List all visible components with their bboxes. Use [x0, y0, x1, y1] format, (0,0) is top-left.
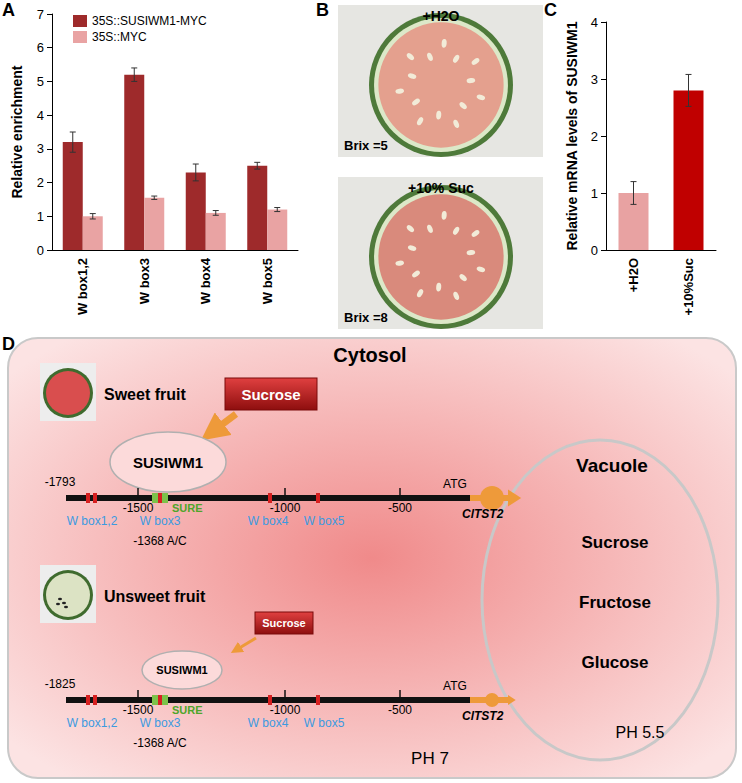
svg-text:Sucrose: Sucrose — [262, 617, 305, 629]
svg-text:PH 5.5: PH 5.5 — [616, 724, 665, 741]
svg-text:W box1,2: W box1,2 — [67, 716, 118, 730]
svg-text:6: 6 — [37, 40, 44, 55]
svg-text:-1500: -1500 — [123, 501, 154, 515]
svg-text:-500: -500 — [388, 501, 412, 515]
svg-text:ClTST2: ClTST2 — [462, 709, 504, 723]
svg-text:W box5: W box5 — [304, 514, 345, 528]
svg-text:+H2O: +H2O — [626, 258, 641, 292]
svg-text:Brix =8: Brix =8 — [344, 310, 388, 325]
svg-text:Sweet fruit: Sweet fruit — [104, 386, 186, 403]
svg-text:W box3: W box3 — [137, 258, 152, 304]
svg-text:-1368 A/C: -1368 A/C — [133, 736, 187, 750]
svg-text:ATG: ATG — [443, 679, 467, 693]
svg-text:+10%Suc: +10%Suc — [681, 258, 696, 315]
svg-text:35S::SUSIWM1-MYC: 35S::SUSIWM1-MYC — [92, 14, 207, 28]
svg-text:0: 0 — [591, 243, 598, 258]
svg-text:3: 3 — [591, 72, 598, 87]
svg-text:D: D — [2, 334, 15, 354]
svg-text:-1793: -1793 — [45, 475, 76, 489]
svg-text:W box3: W box3 — [140, 716, 181, 730]
svg-text:Relative mRNA levels of SUSIWM: Relative mRNA levels of SUSIWM1 — [564, 21, 580, 250]
svg-text:W box1,2: W box1,2 — [67, 514, 118, 528]
svg-text:W box3: W box3 — [140, 514, 181, 528]
svg-text:W box1,2: W box1,2 — [75, 258, 90, 315]
svg-text:35S::MYC: 35S::MYC — [92, 30, 147, 44]
svg-text:C: C — [544, 0, 557, 20]
svg-text:W box5: W box5 — [260, 258, 275, 304]
svg-text:ClTST2: ClTST2 — [462, 507, 504, 521]
svg-text:Brix =5: Brix =5 — [344, 138, 388, 153]
svg-text:-500: -500 — [388, 703, 412, 717]
svg-text:+10% Suc: +10% Suc — [408, 180, 474, 196]
svg-text:Sucrose: Sucrose — [581, 533, 648, 552]
svg-text:SUSIWM1: SUSIWM1 — [156, 664, 207, 676]
svg-text:Sucrose: Sucrose — [241, 386, 300, 403]
svg-text:-1500: -1500 — [123, 703, 154, 717]
svg-text:0: 0 — [37, 243, 44, 258]
svg-text:Glucose: Glucose — [581, 653, 648, 672]
svg-text:-1368 A/C: -1368 A/C — [133, 534, 187, 548]
svg-text:ATG: ATG — [443, 477, 467, 491]
svg-text:-1825: -1825 — [45, 677, 76, 691]
svg-text:SUSIWM1: SUSIWM1 — [133, 454, 203, 471]
svg-text:1: 1 — [591, 186, 598, 201]
svg-text:W box4: W box4 — [248, 716, 289, 730]
svg-text:SURE: SURE — [172, 502, 203, 514]
svg-text:W box4: W box4 — [198, 257, 213, 304]
svg-text:Cytosol: Cytosol — [333, 344, 406, 366]
svg-text:2: 2 — [591, 129, 598, 144]
svg-text:7: 7 — [37, 7, 44, 22]
svg-text:B: B — [316, 0, 329, 20]
svg-text:-1000: -1000 — [270, 703, 301, 717]
svg-text:4: 4 — [591, 15, 598, 30]
svg-text:Unsweet fruit: Unsweet fruit — [104, 588, 206, 605]
svg-text:5: 5 — [37, 74, 44, 89]
svg-text:3: 3 — [37, 141, 44, 156]
svg-text:-1000: -1000 — [270, 501, 301, 515]
svg-text:2: 2 — [37, 175, 44, 190]
svg-text:W box5: W box5 — [304, 716, 345, 730]
svg-text:4: 4 — [37, 108, 44, 123]
svg-text:A: A — [2, 0, 15, 20]
svg-text:Fructose: Fructose — [579, 593, 651, 612]
svg-text:+H2O: +H2O — [423, 8, 460, 24]
svg-text:SURE: SURE — [172, 704, 203, 716]
svg-text:Relative enrichment: Relative enrichment — [9, 65, 25, 198]
svg-text:PH 7: PH 7 — [411, 749, 449, 768]
svg-text:W box4: W box4 — [248, 514, 289, 528]
svg-text:1: 1 — [37, 209, 44, 224]
svg-text:Vacuole: Vacuole — [576, 455, 648, 476]
